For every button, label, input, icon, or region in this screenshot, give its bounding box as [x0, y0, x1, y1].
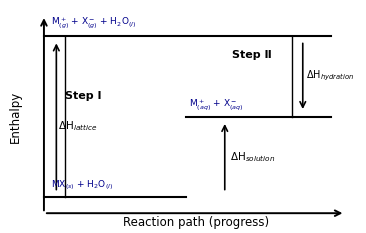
Text: Step Ⅱ: Step Ⅱ — [232, 51, 272, 61]
Text: M$^+_{(aq)}$ + X$^-_{(aq)}$: M$^+_{(aq)}$ + X$^-_{(aq)}$ — [189, 97, 244, 112]
Text: Step I: Step I — [65, 91, 102, 101]
Text: Reaction path (progress): Reaction path (progress) — [123, 216, 269, 229]
Text: $\Delta$H$_{lattice}$: $\Delta$H$_{lattice}$ — [58, 119, 97, 133]
Text: $\Delta$H$_{hydration}$: $\Delta$H$_{hydration}$ — [306, 69, 355, 83]
Text: $\Delta$H$_{solution}$: $\Delta$H$_{solution}$ — [230, 150, 275, 164]
Text: Enthalpy: Enthalpy — [9, 90, 22, 143]
Text: MX$_{(s)}$ + H$_2$O$_{(l)}$: MX$_{(s)}$ + H$_2$O$_{(l)}$ — [51, 179, 113, 192]
Text: M$^+_{(g)}$ + X$^-_{(g)}$ + H$_2$O$_{(l)}$: M$^+_{(g)}$ + X$^-_{(g)}$ + H$_2$O$_{(l)… — [51, 15, 137, 30]
